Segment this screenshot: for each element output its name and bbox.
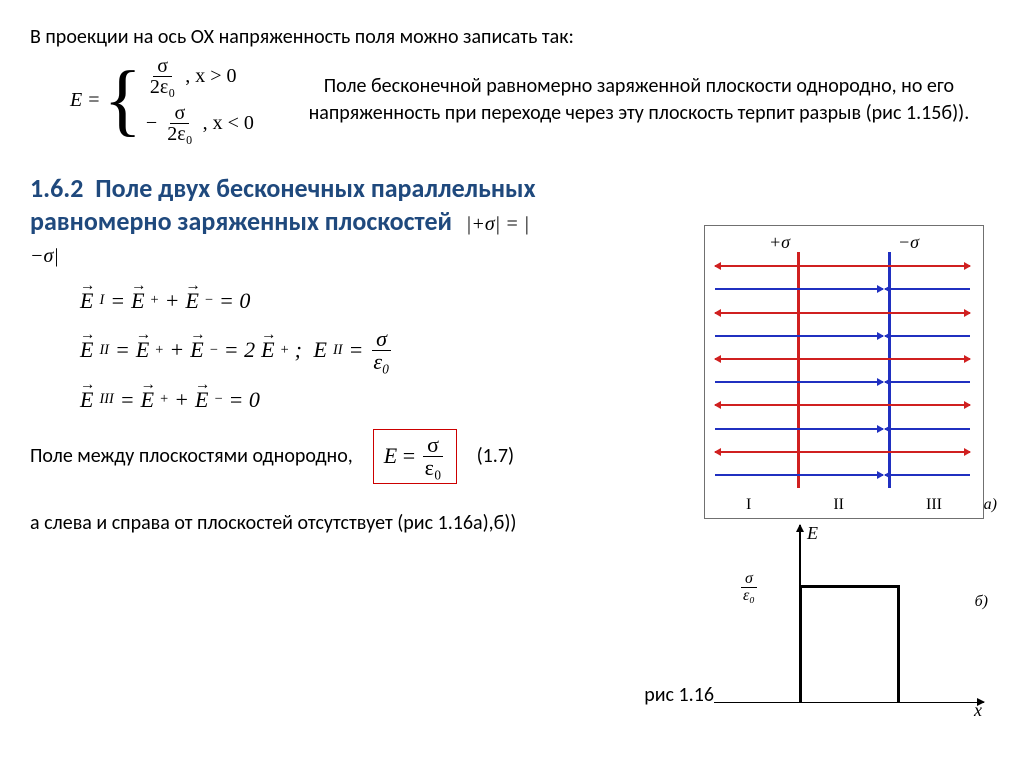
x-axis-label: x <box>974 700 982 721</box>
boxed-formula: E = σ ε₀ <box>373 429 457 484</box>
between-text: Поле между плоскостями однородно, <box>30 444 353 468</box>
symbol-E: E <box>70 89 82 112</box>
intro-text: В проекции на ось ОХ напряженность поля … <box>30 24 994 50</box>
e-axis-label: E <box>807 523 818 544</box>
minus-sign: − <box>146 112 157 135</box>
symbol-E: E <box>384 443 397 469</box>
region-1-label: I <box>746 496 751 514</box>
arrows-area <box>715 256 973 488</box>
piecewise-formula: E = { σ 2ε₀ , x > 0 − σ 2ε₀ , x < 0 <box>70 56 254 144</box>
subfig-a-label: а) <box>984 496 997 514</box>
field-lines-diagram: +σ −σ I II III а) <box>704 225 984 519</box>
step-function <box>799 585 900 703</box>
numerator: σ <box>741 571 757 588</box>
denominator: ε₀ <box>421 457 446 479</box>
condition: , x < 0 <box>203 112 254 135</box>
sigma-minus-label: −σ <box>898 232 919 253</box>
condition: , x > 0 <box>185 65 236 88</box>
equals: = <box>88 89 99 112</box>
subfig-b-label: б) <box>975 593 988 611</box>
brace-icon: { <box>104 60 142 140</box>
section-heading: 1.6.2 Поле двух бесконечных параллельных… <box>30 172 550 270</box>
denominator: 2ε₀ <box>163 124 196 144</box>
y-axis-label: σ ε₀ <box>739 570 759 604</box>
numerator: σ <box>372 328 391 351</box>
sigma-plus-label: +σ <box>769 232 790 253</box>
fraction: σ 2ε₀ <box>163 103 196 144</box>
region-3-label: III <box>926 496 942 514</box>
field-magnitude-graph: E σ ε₀ x б) <box>704 525 984 715</box>
figure-1-16: +σ −σ I II III а) E σ ε₀ x б) <box>704 225 984 715</box>
note-text: Поле бесконечной равномерно заряженной п… <box>284 73 994 127</box>
region-2-label: II <box>833 496 844 514</box>
numerator: σ <box>170 103 189 124</box>
section-number: 1.6.2 <box>30 172 83 204</box>
numerator: σ <box>153 56 172 77</box>
fraction: σ 2ε₀ <box>146 56 179 97</box>
denominator: ε₀ <box>739 588 759 604</box>
numerator: σ <box>423 434 443 457</box>
equals: = <box>403 443 415 469</box>
section-title-text: Поле двух бесконечных параллельных равно… <box>30 172 536 237</box>
denominator: ε₀ <box>369 351 393 373</box>
formula-number: (1.7) <box>477 444 514 468</box>
denominator: 2ε₀ <box>146 77 179 97</box>
